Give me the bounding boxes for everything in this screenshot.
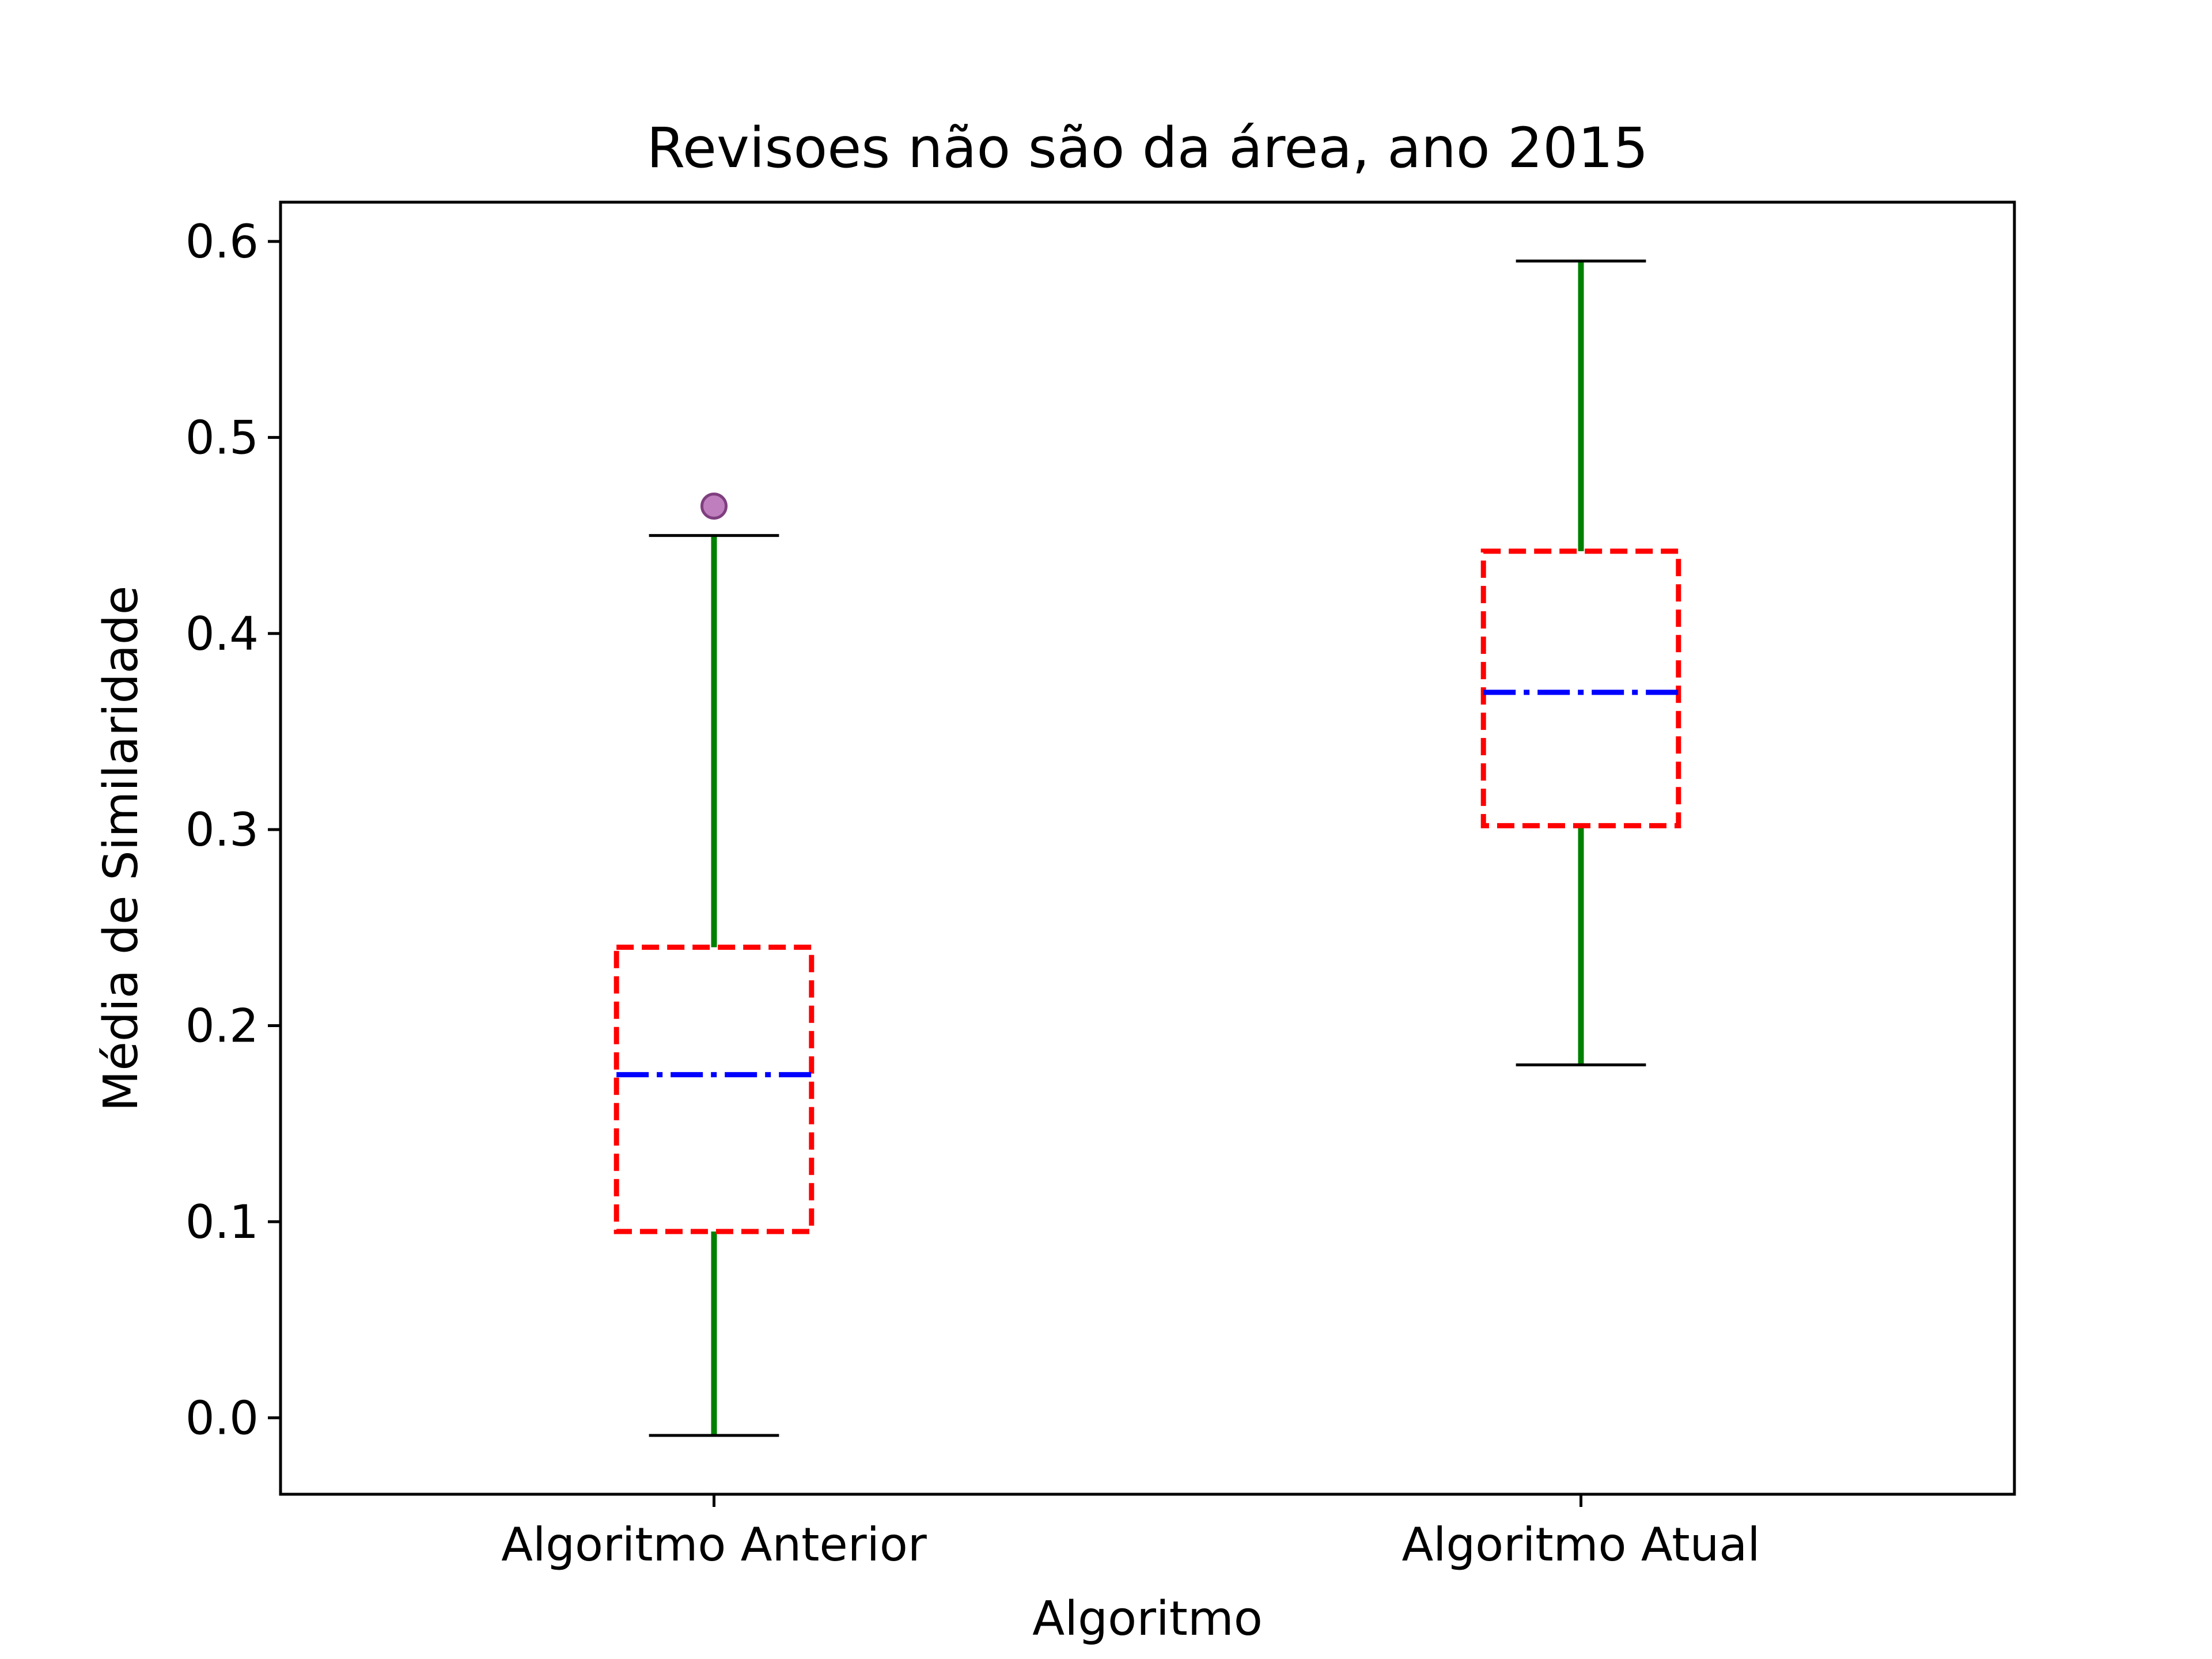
y-tick-label: 0.0 xyxy=(185,1391,259,1445)
y-tick-label: 0.6 xyxy=(185,215,259,268)
x-tick-label: Algoritmo Atual xyxy=(1402,1518,1760,1571)
outlier-point xyxy=(700,493,728,520)
y-tick-label: 0.2 xyxy=(185,999,259,1053)
axis-layer: 0.0 0.1 0.2 0.3 0.4 0.5 0.6 Algoritmo Anterior A… xyxy=(185,215,1760,1571)
y-tick-label: 0.5 xyxy=(185,411,259,464)
box-iqr xyxy=(1480,548,1681,828)
chart-title: Revisoes não são da área, ano 2015 xyxy=(647,116,1649,180)
y-tick-label: 0.1 xyxy=(185,1195,259,1249)
box-group-2 xyxy=(1480,259,1681,1067)
axes-frame xyxy=(279,200,2016,1496)
plot-layer xyxy=(613,259,1681,1437)
box-group-1 xyxy=(613,493,815,1437)
y-tick-label: 0.4 xyxy=(185,607,259,661)
x-tick-label: Algoritmo Anterior xyxy=(501,1518,927,1571)
y-axis-label: Média de Similaridade xyxy=(94,586,149,1112)
y-tick-label: 0.3 xyxy=(185,803,259,857)
x-axis-label: Algoritmo xyxy=(1032,1592,1263,1646)
box-iqr xyxy=(613,944,815,1234)
